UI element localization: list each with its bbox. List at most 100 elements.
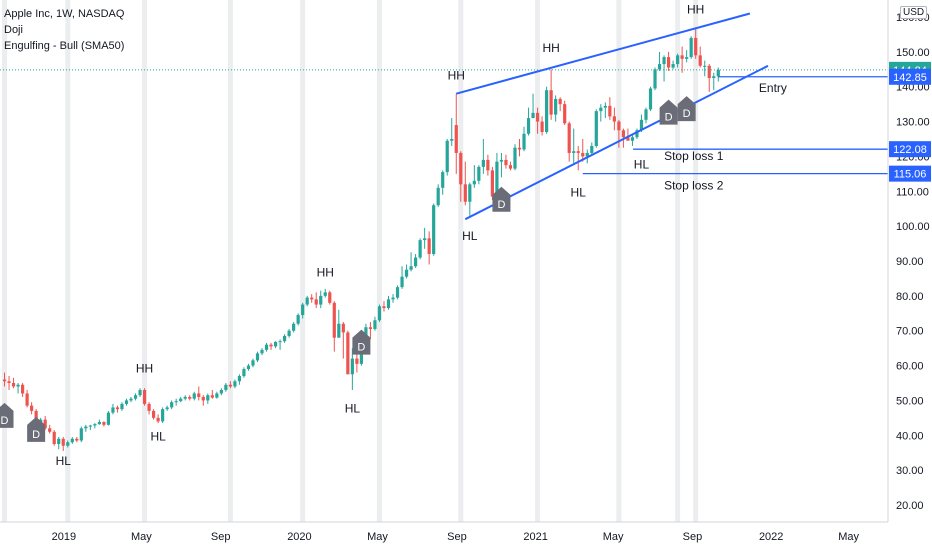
candle-up[interactable] bbox=[79, 426, 83, 443]
candle-up[interactable] bbox=[481, 139, 485, 174]
candle-up[interactable] bbox=[260, 348, 264, 356]
price-tag[interactable]: 115.06 bbox=[889, 165, 931, 182]
candle-up[interactable] bbox=[350, 348, 354, 390]
candle-down[interactable] bbox=[612, 107, 616, 131]
candle-up[interactable] bbox=[712, 72, 716, 91]
candle-up[interactable] bbox=[648, 86, 653, 112]
currency-badge[interactable]: USD bbox=[900, 6, 928, 19]
candle-up[interactable] bbox=[513, 144, 517, 171]
candle-down[interactable] bbox=[228, 381, 232, 389]
candle-down[interactable] bbox=[463, 161, 467, 206]
candle-down[interactable] bbox=[576, 145, 580, 171]
candle-up[interactable] bbox=[264, 342, 269, 352]
candle-up[interactable] bbox=[138, 388, 142, 397]
candle-up[interactable] bbox=[630, 133, 635, 146]
candle-down[interactable] bbox=[197, 386, 201, 401]
candle-down[interactable] bbox=[147, 402, 151, 415]
candle-up[interactable] bbox=[522, 126, 526, 152]
candle-down[interactable] bbox=[52, 430, 56, 446]
candle-down[interactable] bbox=[332, 301, 336, 352]
candle-down[interactable] bbox=[626, 128, 630, 141]
candle-up[interactable] bbox=[161, 407, 165, 424]
candle-down[interactable] bbox=[504, 154, 508, 169]
candle-down[interactable] bbox=[427, 231, 431, 265]
candle-down[interactable] bbox=[486, 154, 490, 176]
candle-down[interactable] bbox=[7, 376, 11, 390]
candle-up[interactable] bbox=[242, 367, 246, 378]
candle-up[interactable] bbox=[305, 295, 309, 307]
candle-up[interactable] bbox=[653, 67, 657, 91]
candle-up[interactable] bbox=[292, 322, 296, 333]
legend-indicator-doji[interactable]: Doji bbox=[4, 24, 23, 36]
candle-up[interactable] bbox=[531, 93, 535, 119]
price-tag[interactable]: 142.85 bbox=[889, 68, 931, 85]
candle-up[interactable] bbox=[499, 152, 504, 178]
candle-down[interactable] bbox=[581, 139, 585, 162]
candle-up[interactable] bbox=[391, 294, 395, 303]
candle-up[interactable] bbox=[93, 423, 97, 429]
candle-down[interactable] bbox=[382, 301, 386, 312]
candle-up[interactable] bbox=[545, 86, 549, 134]
candle-up[interactable] bbox=[450, 118, 454, 146]
candle-up[interactable] bbox=[676, 53, 680, 68]
candle-down[interactable] bbox=[269, 342, 273, 350]
candle-down[interactable] bbox=[156, 414, 160, 424]
candle-up[interactable] bbox=[206, 393, 210, 404]
candle-down[interactable] bbox=[48, 424, 52, 434]
candle-up[interactable] bbox=[441, 170, 445, 195]
candle-up[interactable] bbox=[273, 341, 278, 349]
doji-marker[interactable]: D bbox=[27, 416, 46, 442]
candle-down[interactable] bbox=[115, 405, 120, 413]
lower-channel-line[interactable] bbox=[464, 64, 769, 221]
candle-up[interactable] bbox=[170, 400, 174, 410]
candle-down[interactable] bbox=[707, 64, 711, 92]
legend-indicator-engulfing[interactable]: Engulfing - Bull (SMA50) bbox=[4, 40, 125, 52]
candle-down[interactable] bbox=[346, 330, 350, 375]
candle-down[interactable] bbox=[558, 97, 562, 112]
candle-up[interactable] bbox=[129, 396, 133, 403]
doji-marker[interactable]: D bbox=[659, 99, 678, 125]
candle-down[interactable] bbox=[30, 402, 34, 415]
doji-marker[interactable]: D bbox=[677, 96, 696, 122]
candle-up[interactable] bbox=[287, 328, 291, 338]
candle-down[interactable] bbox=[617, 119, 621, 148]
candle-up[interactable] bbox=[689, 36, 693, 59]
candle-up[interactable] bbox=[120, 402, 124, 411]
candle-down[interactable] bbox=[355, 353, 359, 373]
candle-down[interactable] bbox=[535, 107, 540, 134]
price-tag[interactable]: 122.08 bbox=[889, 141, 931, 158]
candle-up[interactable] bbox=[224, 383, 228, 392]
candle-down[interactable] bbox=[517, 139, 522, 157]
candle-down[interactable] bbox=[151, 409, 156, 420]
candle-up[interactable] bbox=[404, 264, 409, 279]
candle-down[interactable] bbox=[310, 294, 314, 303]
candle-down[interactable] bbox=[11, 377, 16, 389]
candle-up[interactable] bbox=[590, 142, 594, 155]
candle-down[interactable] bbox=[698, 46, 702, 68]
candle-up[interactable] bbox=[124, 398, 129, 406]
candle-down[interactable] bbox=[61, 437, 65, 451]
doji-marker[interactable]: D bbox=[492, 186, 511, 212]
candle-up[interactable] bbox=[174, 398, 178, 406]
candle-up[interactable] bbox=[165, 405, 169, 411]
candle-down[interactable] bbox=[549, 69, 553, 120]
candle-up[interactable] bbox=[468, 182, 472, 216]
candle-up[interactable] bbox=[282, 334, 287, 343]
candle-up[interactable] bbox=[183, 395, 187, 401]
candle-down[interactable] bbox=[75, 437, 79, 443]
candle-down[interactable] bbox=[567, 121, 571, 162]
candle-up[interactable] bbox=[106, 410, 111, 426]
candle-up[interactable] bbox=[192, 391, 196, 401]
candle-down[interactable] bbox=[540, 116, 544, 136]
candle-down[interactable] bbox=[102, 421, 106, 427]
candle-up[interactable] bbox=[179, 396, 183, 403]
candle-down[interactable] bbox=[563, 100, 567, 126]
candle-down[interactable] bbox=[694, 27, 698, 59]
candle-up[interactable] bbox=[423, 227, 427, 249]
candle-up[interactable] bbox=[400, 266, 404, 289]
candle-down[interactable] bbox=[314, 292, 318, 309]
candle-up[interactable] bbox=[671, 60, 675, 70]
candle-up[interactable] bbox=[278, 339, 282, 350]
candle-up[interactable] bbox=[70, 437, 74, 444]
candle-up[interactable] bbox=[409, 252, 413, 272]
